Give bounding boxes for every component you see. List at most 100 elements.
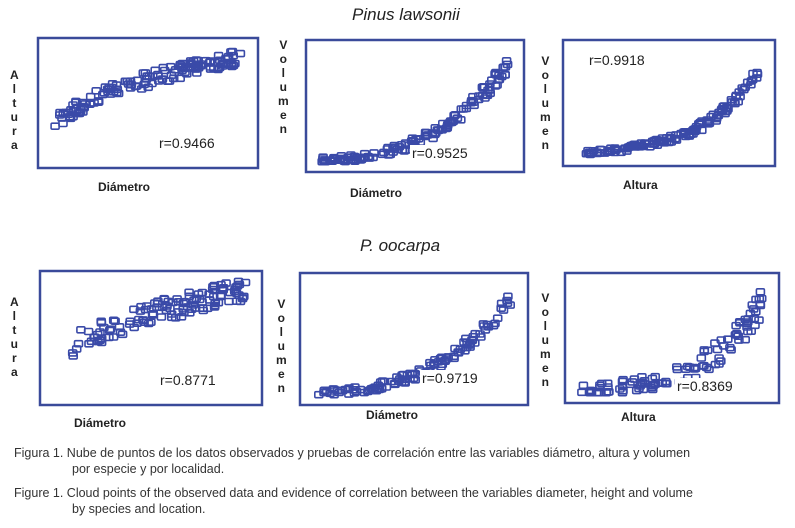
data-point (355, 153, 366, 162)
y-axis-letter: m (540, 347, 551, 361)
data-point (610, 145, 621, 153)
data-point (725, 343, 735, 352)
data-point (397, 371, 407, 379)
data-point (63, 108, 74, 117)
y-axis-letter: l (12, 82, 16, 96)
data-point (666, 131, 676, 140)
y-axis-letter: r (12, 124, 17, 138)
y-axis-letter: u (279, 80, 287, 94)
data-point (231, 297, 242, 306)
data-point (492, 314, 503, 323)
data-point (591, 388, 602, 397)
scatter-plot (563, 271, 781, 405)
data-point (85, 92, 96, 101)
x-axis-label: Altura (623, 178, 658, 192)
data-point (671, 131, 681, 139)
y-axis-letter: u (541, 333, 549, 347)
data-point (465, 339, 475, 348)
species-title-top: Pinus lawsonii (352, 5, 460, 24)
data-point (104, 326, 115, 335)
data-point (602, 379, 613, 388)
y-axis-letter: m (276, 353, 287, 367)
data-point (113, 89, 124, 98)
data-point (147, 311, 158, 319)
y-axis-letter: l (12, 309, 16, 323)
data-point (737, 84, 747, 92)
y-axis-letter: e (541, 361, 549, 375)
y-axis-letter: A (10, 295, 19, 309)
y-axis-letter: o (541, 305, 549, 319)
data-point (136, 302, 146, 311)
scatter-plot (304, 38, 526, 174)
data-point (143, 319, 154, 328)
data-point (226, 60, 237, 69)
data-point (117, 330, 128, 339)
data-point (496, 299, 507, 308)
data-point (657, 379, 667, 387)
scatter-plot (561, 38, 777, 168)
y-axis-letter: V (541, 291, 550, 305)
data-point (610, 144, 620, 152)
data-point (68, 352, 78, 360)
data-point (581, 149, 592, 158)
data-point (84, 340, 94, 348)
data-point (485, 80, 495, 88)
data-point (490, 82, 501, 90)
data-point (755, 287, 766, 296)
data-point (126, 80, 137, 89)
data-point (215, 56, 225, 65)
data-point (745, 309, 756, 318)
data-point (346, 153, 357, 161)
data-point (743, 327, 753, 336)
y-axis-letter: t (12, 323, 17, 337)
x-axis-label: Diámetro (350, 186, 403, 200)
data-point (368, 153, 378, 162)
data-point (701, 363, 712, 372)
data-point (449, 354, 459, 363)
data-point (73, 109, 83, 118)
data-point (379, 377, 390, 386)
data-point (456, 105, 467, 113)
data-point (618, 387, 628, 395)
x-axis-label: Altura (621, 410, 656, 424)
data-point (648, 140, 658, 148)
figure-caption-en: Figure 1. Cloud points of the observed d… (14, 485, 784, 517)
y-axis-letter: l (543, 319, 547, 333)
scatter-plot (298, 271, 530, 407)
data-point (182, 303, 193, 311)
correlation-label: r=0.9525 (410, 145, 470, 161)
y-axis-letter: V (541, 54, 550, 68)
y-axis-letter: o (541, 68, 549, 82)
data-point (464, 340, 475, 349)
data-point (747, 301, 758, 309)
data-point (93, 98, 104, 106)
y-axis-letter: e (541, 124, 549, 138)
data-point (455, 345, 466, 354)
y-axis-letter: a (10, 138, 18, 152)
data-point (383, 143, 393, 152)
data-point (135, 307, 146, 315)
data-point (577, 388, 587, 397)
y-axis-letter: u (277, 339, 285, 353)
x-axis-label: Diámetro (74, 416, 127, 430)
data-point (134, 315, 144, 324)
data-point (71, 345, 82, 353)
data-point (482, 320, 493, 329)
x-axis-label: Diámetro (366, 408, 419, 422)
data-point (108, 316, 119, 325)
data-point (586, 387, 596, 395)
data-point (103, 87, 113, 96)
y-axis-letter: V (279, 38, 288, 52)
data-point (80, 100, 90, 108)
y-axis-letter: a (10, 365, 18, 379)
correlation-label: r=0.8771 (158, 372, 218, 388)
data-point (689, 125, 699, 134)
data-point (428, 134, 438, 143)
data-point (334, 156, 345, 164)
